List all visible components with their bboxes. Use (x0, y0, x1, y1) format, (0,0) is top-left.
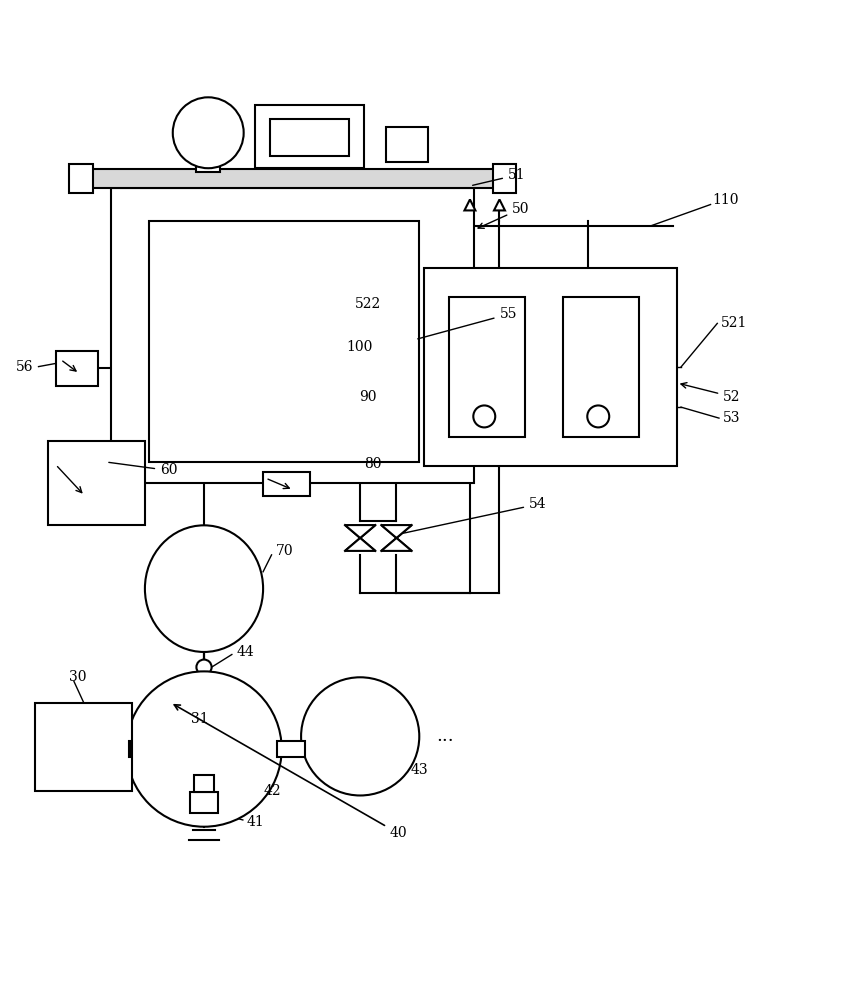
Bar (255, 105, 364, 168)
Text: 110: 110 (712, 193, 739, 207)
Text: 43: 43 (411, 763, 429, 777)
Circle shape (473, 405, 495, 427)
Ellipse shape (301, 677, 419, 795)
Text: 80: 80 (364, 457, 382, 471)
Ellipse shape (145, 525, 263, 652)
Text: 53: 53 (723, 411, 740, 425)
Polygon shape (494, 199, 505, 210)
Bar (263, 472, 309, 496)
Polygon shape (381, 525, 412, 538)
Text: 31: 31 (191, 712, 209, 726)
Bar (90, 169, 495, 188)
Bar (36, 703, 132, 791)
Bar (197, 154, 220, 172)
Ellipse shape (126, 671, 282, 827)
Text: 52: 52 (681, 383, 740, 404)
Text: 521: 521 (721, 316, 747, 330)
Bar (270, 119, 349, 156)
Circle shape (587, 405, 609, 427)
Bar (385, 127, 428, 162)
Text: 70: 70 (276, 544, 293, 558)
Bar (69, 164, 92, 193)
Text: 55: 55 (418, 307, 517, 339)
Bar (47, 441, 145, 525)
Text: ...: ... (436, 727, 453, 745)
Bar (424, 268, 677, 466)
Circle shape (173, 97, 244, 168)
Text: 90: 90 (360, 390, 377, 404)
Text: 60: 60 (108, 462, 178, 477)
Polygon shape (345, 538, 375, 551)
Bar (562, 297, 639, 437)
Text: 40: 40 (174, 705, 407, 840)
Text: 41: 41 (246, 815, 264, 829)
Text: 50: 50 (478, 202, 529, 228)
Text: 54: 54 (403, 497, 546, 533)
Bar (278, 741, 305, 757)
Bar (493, 164, 517, 193)
Text: 51: 51 (473, 168, 525, 185)
Bar (449, 297, 525, 437)
Text: 56: 56 (16, 360, 34, 374)
Text: 100: 100 (346, 340, 373, 354)
Polygon shape (464, 199, 475, 210)
Text: 44: 44 (236, 645, 254, 659)
Text: 42: 42 (263, 784, 280, 798)
Text: 522: 522 (355, 297, 381, 311)
Bar (111, 188, 474, 483)
Polygon shape (345, 525, 375, 538)
Bar (149, 221, 419, 462)
Circle shape (197, 660, 212, 675)
Bar (190, 792, 219, 813)
Polygon shape (381, 538, 412, 551)
Bar (56, 351, 98, 386)
Bar (194, 775, 214, 792)
Text: 30: 30 (69, 670, 86, 684)
